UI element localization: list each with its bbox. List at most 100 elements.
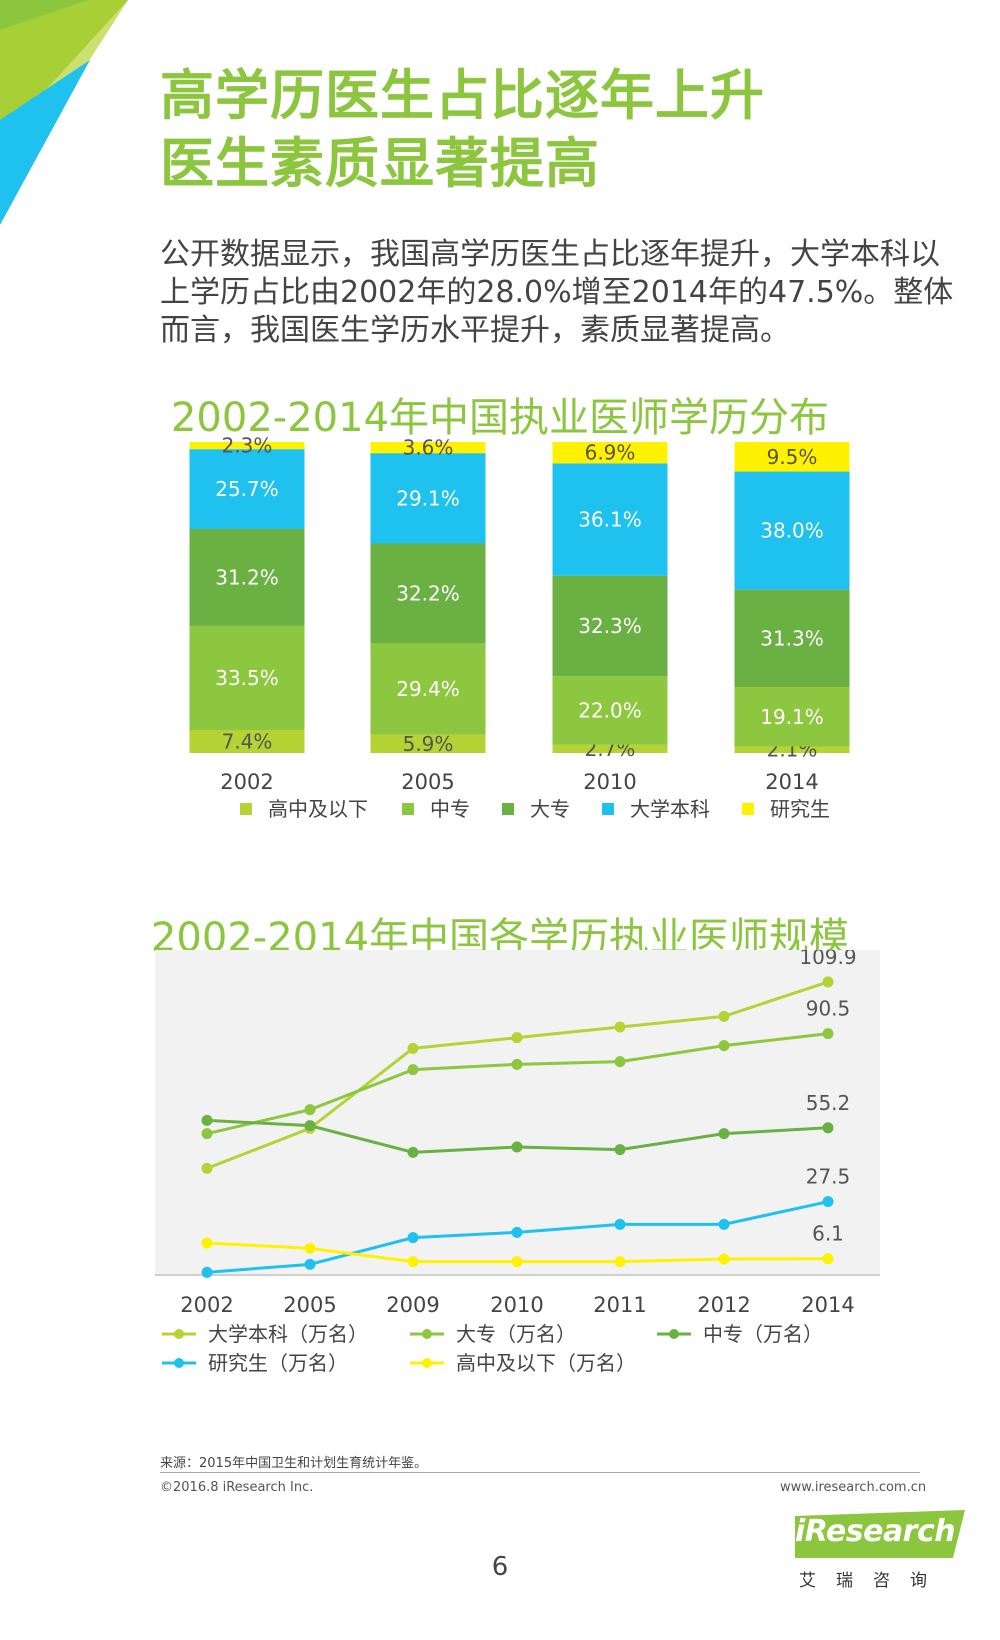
legend-label: 高中及以下（万名） <box>456 1351 636 1375</box>
legend-swatch <box>502 803 514 815</box>
bar-chart-title: 2002-2014年中国执业医师学历分布 <box>170 395 830 441</box>
bar-data-label: 31.3% <box>760 626 824 650</box>
bar-segment <box>189 625 305 731</box>
data-point <box>304 1258 316 1270</box>
legend-marker <box>669 1329 679 1339</box>
legend-label: 大专 <box>530 797 570 821</box>
data-point <box>511 1141 523 1153</box>
data-point <box>407 1146 419 1158</box>
bar-segment <box>189 730 305 753</box>
iresearch-logo: iResearch 艾瑞咨询 <box>795 1510 965 1600</box>
bar-data-label: 36.1% <box>578 508 642 532</box>
bar-segment <box>552 676 668 745</box>
end-value-label: 90.5 <box>806 997 851 1021</box>
website-link[interactable]: www.iresearch.com.cn <box>780 1480 927 1495</box>
bar-data-label: 6.9% <box>585 441 636 465</box>
legend-swatch <box>240 803 252 815</box>
bar-data-label: 38.0% <box>760 519 824 543</box>
data-point <box>822 976 834 988</box>
legend-label: 大专（万名） <box>456 1322 576 1346</box>
data-point <box>718 1128 730 1140</box>
bar-segment <box>189 528 305 626</box>
data-point <box>201 1162 213 1174</box>
legend-label: 大学本科（万名） <box>208 1322 368 1346</box>
bar-data-label: 5.9% <box>403 732 454 756</box>
page-title-line-2: 医生素质显著提高 <box>160 132 600 195</box>
data-point <box>201 1237 213 1249</box>
data-point <box>822 1028 834 1040</box>
legend-label: 大学本科 <box>630 797 710 821</box>
legend-label: 研究生（万名） <box>208 1351 348 1375</box>
bar-segment <box>552 575 668 677</box>
copyright-text: ©2016.8 iResearch Inc. <box>160 1480 314 1495</box>
data-point <box>407 1064 419 1076</box>
bar-segment <box>552 744 668 753</box>
bar-segment <box>370 453 486 544</box>
x-tick-label: 2011 <box>593 1293 646 1317</box>
data-point <box>614 1021 626 1033</box>
data-point <box>822 1196 834 1208</box>
data-point <box>407 1256 419 1268</box>
legend-swatch <box>742 803 754 815</box>
x-tick-label: 2014 <box>801 1293 854 1317</box>
data-point <box>718 1010 730 1022</box>
bar-data-label: 29.1% <box>396 486 460 510</box>
bar-segment <box>189 449 305 529</box>
legend-swatch <box>602 803 614 815</box>
footer-divider <box>160 1472 920 1473</box>
x-tick-label: 2002 <box>180 1293 233 1317</box>
data-point <box>511 1226 523 1238</box>
bar-segment <box>734 589 850 688</box>
x-tick-label: 2010 <box>583 770 636 794</box>
data-point <box>201 1266 213 1278</box>
legend-marker <box>174 1329 184 1339</box>
x-tick-label: 2005 <box>401 770 454 794</box>
data-point <box>718 1040 730 1052</box>
end-value-label: 55.2 <box>806 1091 851 1115</box>
bar-data-label: 2.3% <box>222 434 273 458</box>
data-point <box>614 1144 626 1156</box>
source-note: 来源：2015年中国卫生和计划生育统计年鉴。 <box>160 1456 428 1471</box>
data-point <box>304 1120 316 1132</box>
data-point <box>822 1122 834 1134</box>
data-point <box>304 1104 316 1116</box>
page-title-line-1: 高学历医生占比逐年上升 <box>160 64 765 127</box>
logo-text: iResearch <box>795 1514 956 1549</box>
page-number: 6 <box>491 1552 509 1582</box>
bar-data-label: 25.7% <box>215 477 279 501</box>
bar-data-label: 32.2% <box>396 581 460 605</box>
summary-text: 公开数据显示，我国高学历医生占比逐年提升，大学本科以上学历占比由2002年的28… <box>160 237 954 348</box>
bar-segment <box>552 442 668 464</box>
bar-segment <box>189 442 305 450</box>
legend-marker <box>174 1358 184 1368</box>
legend-marker <box>422 1358 432 1368</box>
end-value-label: 27.5 <box>806 1165 851 1189</box>
bar-segment <box>370 643 486 735</box>
legend-label: 中专 <box>430 797 470 821</box>
x-tick-label: 2012 <box>697 1293 750 1317</box>
legend-swatch <box>402 803 414 815</box>
bar-data-label: 3.6% <box>403 436 454 460</box>
bar-data-label: 19.1% <box>760 705 824 729</box>
bar-segment <box>734 746 850 753</box>
page-title: 高学历医生占比逐年上升 医生素质显著提高 <box>160 62 765 198</box>
bar-data-label: 9.5% <box>767 445 818 469</box>
data-point <box>201 1128 213 1140</box>
bar-data-label: 32.3% <box>578 614 642 638</box>
data-point <box>511 1032 523 1044</box>
data-point <box>511 1256 523 1268</box>
legend-label: 研究生 <box>770 797 830 821</box>
x-tick-label: 2002 <box>220 770 273 794</box>
bar-segment <box>370 442 486 454</box>
data-point <box>614 1218 626 1230</box>
bar-segment <box>370 543 486 644</box>
data-point <box>822 1253 834 1265</box>
data-point <box>718 1218 730 1230</box>
data-point <box>614 1256 626 1268</box>
bar-segment <box>734 471 850 590</box>
line-chart: 109.9 90.5 55.2 27.5 6.1 2002 2005 2009 2010 2011… <box>155 950 880 1375</box>
bar-data-label: 31.2% <box>215 565 279 589</box>
end-value-label: 6.1 <box>812 1222 844 1246</box>
bar-data-label: 7.4% <box>222 730 273 754</box>
bar-data-label: 22.0% <box>578 698 642 722</box>
